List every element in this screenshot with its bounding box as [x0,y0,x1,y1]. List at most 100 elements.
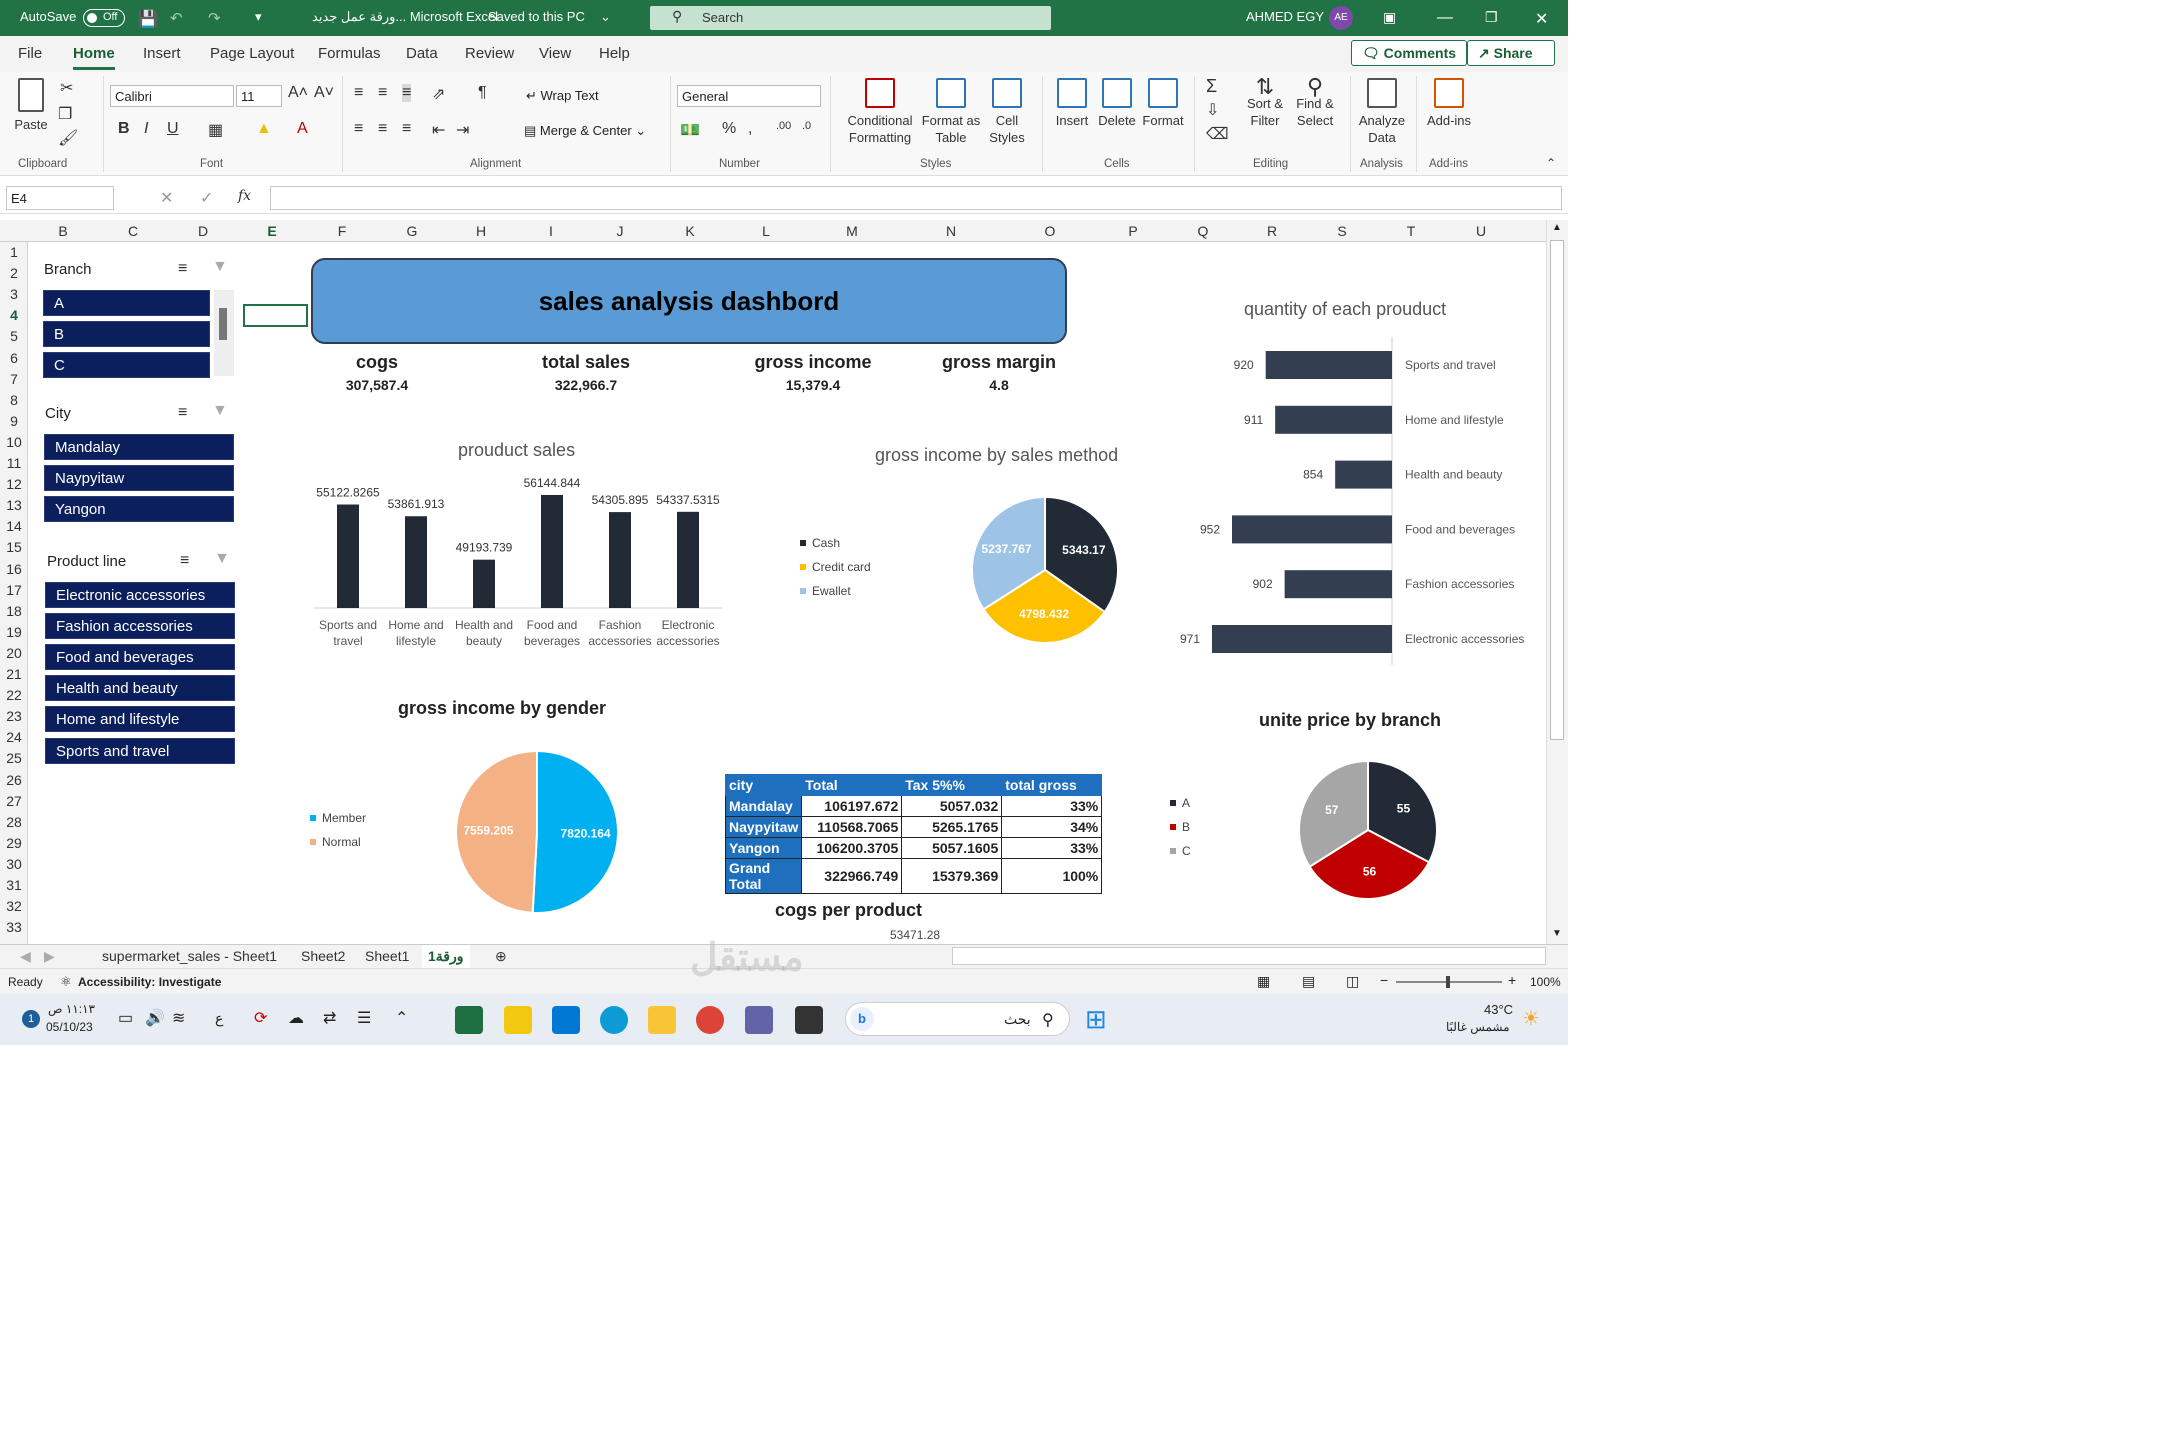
table-row[interactable]: Grand Total 322966.749 15379.369 100% [724,858,1103,894]
column-header[interactable]: H [475,223,487,239]
powerbi-taskbar-icon[interactable] [504,1006,532,1034]
copy-icon[interactable]: ❐ [58,106,73,123]
font-name-select[interactable]: Calibri [110,85,234,107]
fill-icon[interactable]: ⇩ [1206,102,1220,119]
accounting-icon[interactable]: 💵 [680,122,700,139]
fill-color-icon[interactable]: ▲ [256,120,272,137]
slicer-product-item[interactable]: Home and lifestyle [45,706,235,732]
accessibility-icon[interactable]: ⚛ [60,974,72,989]
clear-filter-icon[interactable]: ▼ [214,550,230,567]
row-header[interactable]: 12 [6,476,22,493]
autosum-icon[interactable]: Σ [1206,76,1218,96]
close-icon[interactable]: ✕ [1535,11,1549,28]
format-cells-button[interactable]: Format [1141,78,1185,129]
orientation-icon[interactable]: ⇗ [432,86,446,103]
table-cell[interactable]: 34% [1001,816,1103,838]
language-indicator[interactable]: ع [215,1010,224,1026]
column-header[interactable]: G [406,223,418,239]
slicer-scrollbar[interactable] [214,290,234,376]
sheet-tab[interactable]: supermarket_sales - Sheet1 [102,948,278,964]
mail-taskbar-icon[interactable] [552,1006,580,1034]
row-header[interactable]: 16 [6,560,22,577]
table-header-cell[interactable]: Tax 5%% [901,774,1003,796]
app-tray-icon[interactable]: ☰ [357,1010,372,1027]
slicer-product-item[interactable]: Fashion accessories [45,613,235,639]
row-header[interactable]: 21 [6,666,22,682]
column-header[interactable]: U [1475,223,1487,239]
saved-status[interactable]: Saved to this PC [488,9,585,24]
horizontal-scrollbar[interactable] [952,947,1546,965]
column-header[interactable]: B [58,223,68,239]
column-header[interactable]: I [549,223,553,239]
row-header[interactable]: 15 [6,539,22,556]
column-header[interactable]: E [267,223,277,239]
weather-text[interactable]: مشمس غالبًا [1446,1020,1510,1034]
tab-page-layout[interactable]: Page Layout [210,45,295,62]
slicer-branch-a[interactable]: A [43,290,210,316]
explorer-taskbar-icon[interactable] [648,1006,676,1034]
merge-center-button[interactable]: ▤ Merge & Center ⌄ [524,123,647,138]
row-header[interactable]: 24 [6,729,22,746]
column-header[interactable]: N [945,223,957,239]
align-left-icon[interactable]: ≡ [354,120,364,137]
ribbon-display-icon[interactable]: ▣ [1383,9,1397,25]
slicer-city-mandalay[interactable]: Mandalay [44,434,234,460]
table-cell[interactable]: Yangon [724,837,803,859]
row-header[interactable]: 2 [10,265,18,282]
row-header[interactable]: 25 [6,750,22,767]
user-name[interactable]: AHMED EGY [1246,9,1325,24]
format-painter-icon[interactable]: 🖌 [58,130,79,147]
increase-decimal-icon[interactable]: .00 [776,120,792,132]
gender-pie-chart[interactable]: 7820.164 7559.205 Member Normal [300,745,630,920]
tab-insert[interactable]: Insert [143,45,181,62]
column-header[interactable]: S [1337,223,1347,239]
volume-icon[interactable]: 🔊 [145,1010,165,1027]
page-layout-view-icon[interactable]: ▤ [1302,973,1316,989]
tab-file[interactable]: File [18,45,43,62]
table-cell[interactable]: 100% [1001,858,1103,894]
scroll-up-icon[interactable]: ▲ [1552,222,1562,233]
format-as-table-button[interactable]: Format as Table [920,78,982,146]
chart-title[interactable]: unite price by branch [1259,710,1442,730]
align-right-icon[interactable]: ≡ [402,120,412,137]
align-middle-icon[interactable]: ≡ [378,84,388,101]
collapse-ribbon-icon[interactable]: ⌃ [1546,156,1557,170]
chevron-down-icon[interactable]: ⌄ [600,9,611,24]
accessibility-status[interactable]: Accessibility: Investigate [78,975,222,989]
row-header[interactable]: 5 [10,328,18,345]
clear-filter-icon[interactable]: ▼ [212,402,228,419]
chart-title[interactable]: quantity of each prouduct [1244,299,1447,319]
clock-date[interactable]: 05/10/23 [46,1020,93,1034]
branch-pie-chart[interactable]: 55 56 57 ABC [1160,755,1460,905]
slicer-city-yangon[interactable]: Yangon [44,496,234,522]
restore-icon[interactable]: ❐ [1485,9,1498,25]
table-cell[interactable]: Mandalay [724,795,803,817]
column-header[interactable]: T [1406,223,1416,239]
italic-button[interactable]: I [144,120,149,137]
enter-icon[interactable]: ✓ [200,190,214,207]
table-cell[interactable]: 33% [1001,795,1103,817]
table-row[interactable]: Mandalay 106197.672 5057.032 33% [724,795,1103,817]
table-header-cell[interactable]: total gross [1001,774,1103,796]
table-cell[interactable]: 106197.672 [801,795,903,817]
notification-badge[interactable]: 1 [22,1010,40,1028]
cut-icon[interactable]: ✂ [60,80,74,97]
table-header-cell[interactable]: Total [801,774,903,796]
row-header[interactable]: 10 [6,433,22,450]
row-header[interactable]: 22 [6,687,22,704]
chrome-taskbar-icon[interactable] [696,1006,724,1034]
column-header[interactable]: F [337,223,347,239]
column-header[interactable]: Q [1197,223,1209,239]
tab-help[interactable]: Help [599,45,630,62]
zoom-slider[interactable] [1396,976,1502,988]
align-center-icon[interactable]: ≡ [378,120,388,137]
row-header[interactable]: 32 [6,898,22,915]
slicer-city-naypyitaw[interactable]: Naypyitaw [44,465,234,491]
column-header[interactable]: L [762,223,770,239]
sheet-tab-active[interactable]: ورقة1 [422,945,470,970]
table-cell[interactable]: Naypyitaw [724,816,803,838]
multi-select-icon[interactable]: ≡ [178,260,188,277]
sort-filter-button[interactable]: ⇅ Sort & Filter [1244,76,1286,129]
column-header[interactable]: J [616,223,624,239]
excel-taskbar-icon[interactable] [455,1006,483,1034]
